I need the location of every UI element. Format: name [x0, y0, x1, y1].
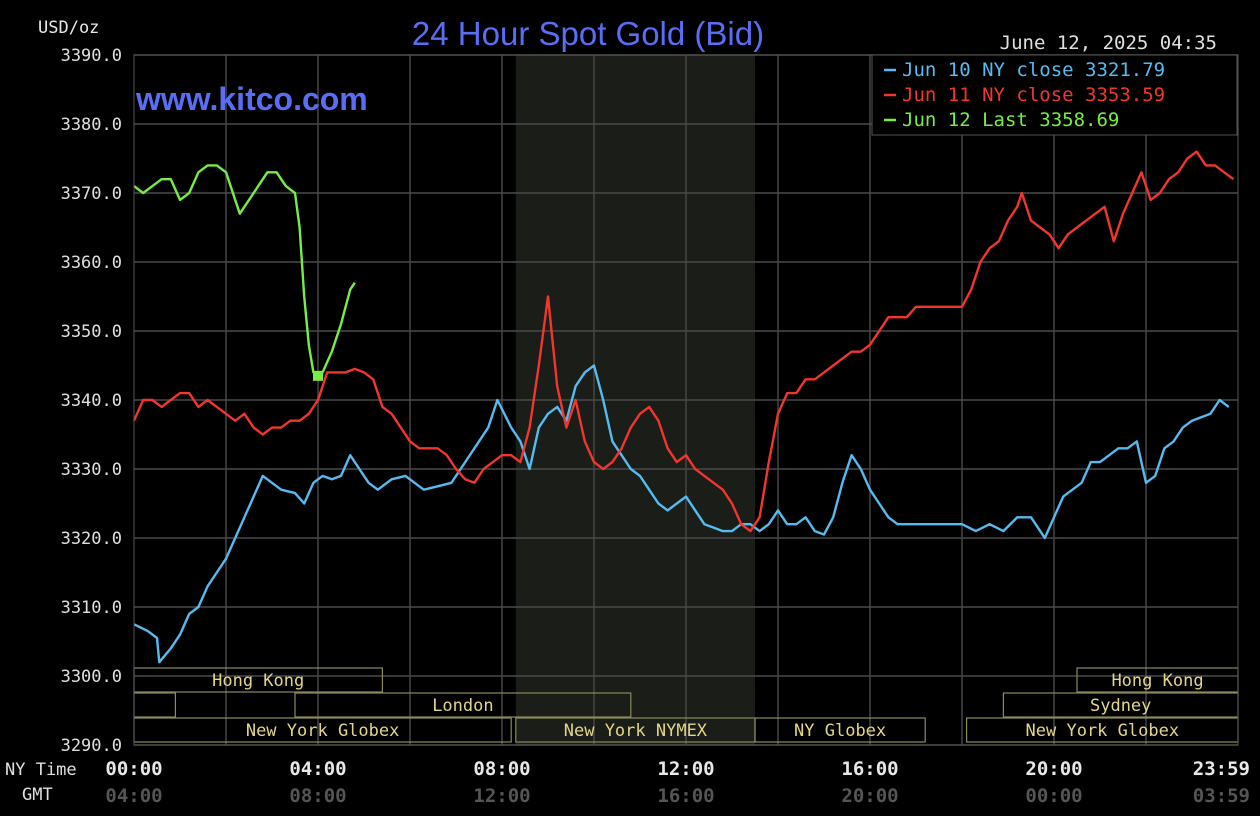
session-label: New York Globex [246, 721, 400, 741]
x-tick-label-gmt: 20:00 [841, 785, 898, 807]
low-point-marker [313, 370, 323, 381]
price-series [132, 150, 1235, 664]
y-tick-label: 3380.0 [61, 115, 122, 135]
y-tick-label: 3360.0 [61, 253, 122, 273]
y-tick-label: 3330.0 [61, 460, 122, 480]
series-line-1 [133, 364, 1230, 664]
y-axis-unit: USD/oz [38, 18, 99, 38]
x-tick-label-gmt: 03:59 [1193, 785, 1250, 807]
ny-time-label: NY Time [5, 760, 77, 780]
chart-timestamp: June 12, 2025 04:35 [1000, 32, 1217, 54]
y-axis-ticks: 3390.0 3380.0 3370.0 3360.0 3350.0 3340.0 3330… [61, 46, 122, 756]
plot-border [133, 54, 1239, 746]
session-label: New York Globex [1026, 721, 1180, 741]
kitco-watermark: www.kitco.com [135, 81, 368, 117]
chart-title: 24 Hour Spot Gold (Bid) [412, 15, 764, 52]
x-tick-label-ny: 12:00 [657, 758, 714, 780]
x-tick-label-ny: 04:00 [289, 758, 346, 780]
y-tick-label: 3290.0 [61, 736, 122, 756]
legend-box [871, 54, 1238, 136]
x-tick-label-ny: 00:00 [105, 758, 162, 780]
y-tick-label: 3340.0 [61, 391, 122, 411]
y-tick-label: 3320.0 [61, 529, 122, 549]
session-label: New York NYMEX [564, 721, 708, 741]
x-tick-label-ny: 08:00 [473, 758, 530, 780]
session-box [754, 717, 926, 743]
x-tick-label-gmt: 08:00 [289, 785, 346, 807]
y-tick-label: 3370.0 [61, 184, 122, 204]
y-tick-label: 3350.0 [61, 322, 122, 342]
session-label: Hong Kong [1111, 671, 1203, 691]
x-tick-label-ny: 16:00 [841, 758, 898, 780]
legend: Jun 10 NY close 3321.79 Jun 11 NY close 3… [871, 54, 1238, 136]
x-axis-ticks: 00:00 04:00 04:00 08:00 08:00 12:00 12:00 16:00… [105, 758, 1250, 807]
x-tick-label-gmt: 04:00 [105, 785, 162, 807]
x-tick-label-gmt: 00:00 [1025, 785, 1082, 807]
session-label: London [432, 696, 493, 716]
session-box [294, 692, 632, 718]
x-tick-label-ny: 20:00 [1025, 758, 1082, 780]
session-label: Sydney [1090, 696, 1151, 716]
x-tick-label-gmt: 12:00 [473, 785, 530, 807]
x-tick-label-gmt: 16:00 [657, 785, 714, 807]
y-tick-label: 3300.0 [61, 667, 122, 687]
legend-entry: Jun 11 NY close 3353.59 [902, 84, 1165, 106]
gmt-label: GMT [22, 785, 53, 805]
legend-entry: Jun 12 Last 3358.69 [902, 109, 1119, 131]
trading-sessions: Hong Kong London New York Globex New York N… [133, 667, 1239, 743]
session-label: Hong Kong [212, 671, 304, 691]
x-tick-label-ny: 23:59 [1193, 758, 1250, 780]
y-tick-label: 3310.0 [61, 598, 122, 618]
series-line-2 [132, 150, 1235, 533]
session-label: NY Globex [794, 721, 886, 741]
legend-entry: Jun 10 NY close 3321.79 [902, 59, 1165, 81]
y-tick-label: 3390.0 [61, 46, 122, 66]
